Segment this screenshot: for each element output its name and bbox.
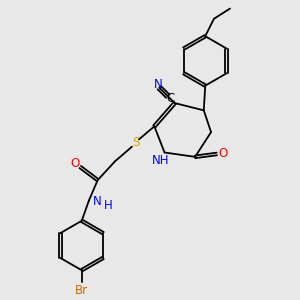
Text: C: C [166, 92, 174, 105]
Text: N: N [93, 194, 101, 208]
Text: O: O [219, 148, 228, 160]
Text: N: N [154, 78, 162, 91]
Text: O: O [70, 157, 80, 170]
Text: S: S [132, 136, 139, 149]
Text: NH: NH [152, 154, 169, 167]
Text: Br: Br [75, 284, 88, 296]
Text: H: H [104, 199, 113, 212]
